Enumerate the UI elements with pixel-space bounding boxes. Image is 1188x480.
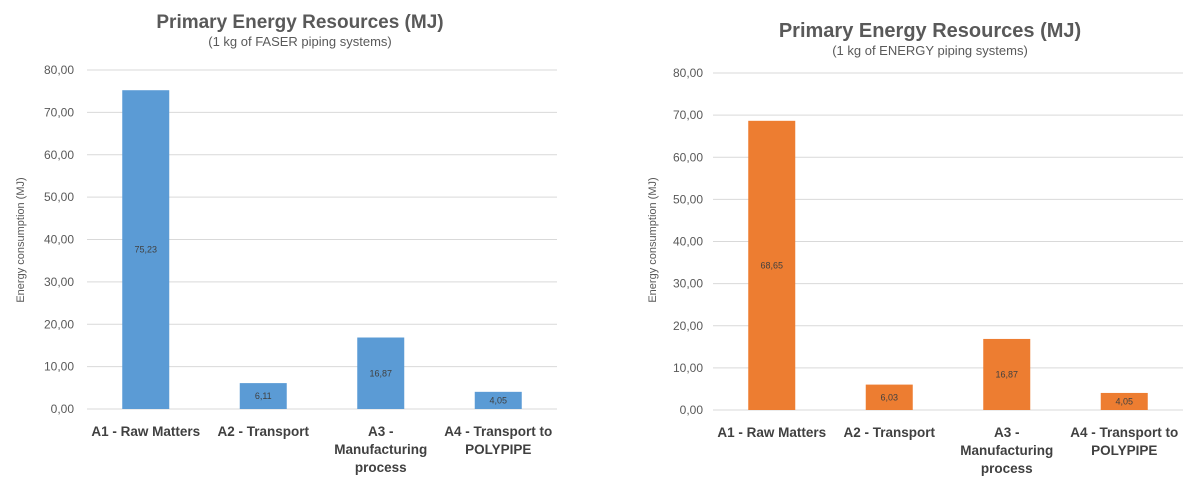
y-tick-label: 80,00 [44, 63, 74, 77]
y-tick-label: 50,00 [673, 192, 703, 206]
y-tick-label: 70,00 [44, 105, 74, 119]
y-tick-label: 60,00 [44, 148, 74, 162]
y-tick-label: 70,00 [673, 108, 703, 122]
data-label: 4,05 [489, 395, 507, 405]
bar [748, 120, 796, 410]
y-tick-label: 60,00 [673, 150, 703, 164]
data-label: 16,87 [369, 368, 392, 378]
data-label: 4,05 [1115, 396, 1133, 406]
y-tick-label: 20,00 [673, 319, 703, 333]
y-tick-label: 10,00 [673, 361, 703, 375]
chart-title: Primary Energy Resources (MJ) [156, 12, 443, 33]
bar [239, 383, 287, 409]
chart-subtitle: (1 kg of FASER piping systems) [208, 34, 392, 49]
faser-energy-chart: Primary Energy Resources (MJ) (1 kg of F… [0, 0, 570, 480]
category-label: A3 -Manufacturing process [334, 424, 427, 475]
category-label: A4 - Transport to POLYPIPE [1070, 425, 1178, 458]
category-label: A3 -Manufacturing process [960, 425, 1053, 476]
y-tick-label: 30,00 [673, 277, 703, 291]
bar [357, 337, 405, 409]
category-label: A1 - Raw Matters [91, 424, 200, 439]
chart-subtitle: (1 kg of ENERGY piping systems) [832, 43, 1028, 58]
energy-energy-chart: Primary Energy Resources (MJ) (1 kg of E… [618, 0, 1188, 480]
y-axis-label: Energy consumption (MJ) [15, 177, 27, 302]
y-tick-label: 40,00 [673, 235, 703, 249]
bar [474, 391, 522, 409]
y-tick-label: 40,00 [44, 233, 74, 247]
data-label: 6,11 [255, 391, 272, 401]
bar [865, 384, 913, 410]
y-tick-label: 20,00 [44, 317, 74, 331]
data-label: 16,87 [995, 369, 1018, 379]
y-tick-label: 30,00 [44, 275, 74, 289]
category-label: A2 - Transport [843, 425, 935, 440]
y-tick-label: 50,00 [44, 190, 74, 204]
category-label: A1 - Raw Matters [717, 425, 826, 440]
y-tick-label: 10,00 [44, 360, 74, 374]
category-label: A2 - Transport [217, 424, 309, 439]
y-tick-label: 0,00 [680, 403, 704, 417]
data-label: 68,65 [760, 260, 783, 270]
data-label: 6,03 [880, 392, 898, 402]
faser-chart-svg: Primary Energy Resources (MJ) (1 kg of F… [15, 12, 557, 475]
y-tick-label: 0,00 [51, 402, 75, 416]
chart-title: Primary Energy Resources (MJ) [779, 20, 1081, 42]
y-tick-label: 80,00 [673, 66, 703, 80]
energy-chart-svg: Primary Energy Resources (MJ) (1 kg of E… [647, 20, 1183, 476]
y-axis-label: Energy consumption (MJ) [647, 177, 659, 302]
bar [983, 338, 1031, 410]
bar [122, 90, 170, 409]
bar [1100, 392, 1148, 410]
category-label: A4 - Transport to POLYPIPE [444, 424, 552, 457]
data-label: 75,23 [134, 245, 157, 255]
